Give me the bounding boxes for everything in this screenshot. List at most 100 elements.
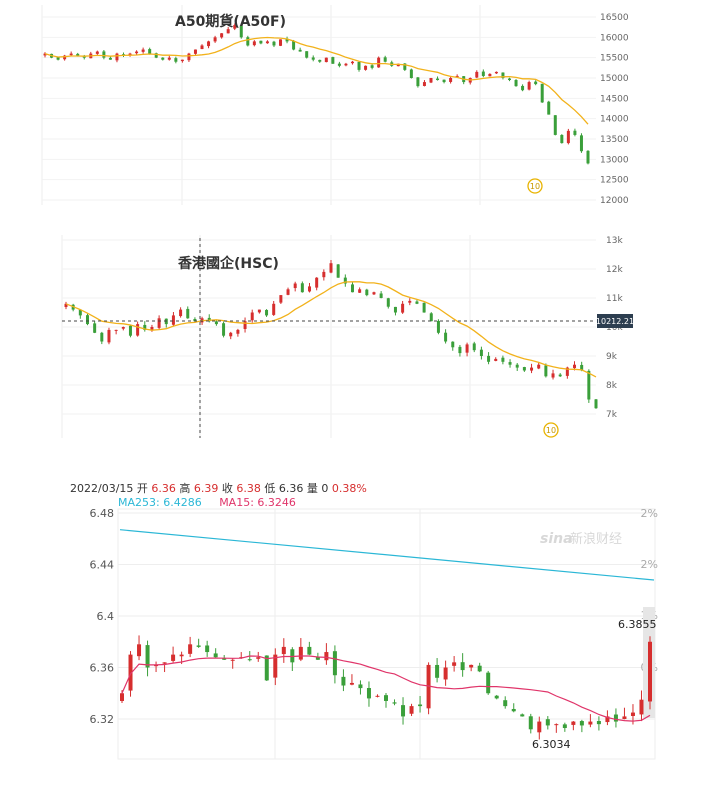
candle [298,47,302,52]
candle [137,635,142,661]
candle [207,40,211,49]
candle [435,658,440,683]
candle [161,57,165,61]
candle [279,39,283,47]
y-tick-label: 7k [606,410,618,420]
ma253-line [119,529,655,581]
y-tick-label: 12500 [600,176,629,186]
y-tick-label: 12k [606,265,623,275]
candle [477,662,482,673]
candle [250,309,254,323]
candle [229,331,233,340]
candle [358,680,363,695]
candle [393,306,397,316]
candle [537,362,541,370]
chart-a50: 16500 16000 15500 15000 14500 14000 13500 13000… [41,5,629,206]
low-label: 低 [264,482,276,495]
candle [324,57,328,63]
candle [545,716,550,730]
chart-title: A50期貨(A50F) [175,13,286,30]
candle [409,703,414,717]
y-axis: 16500 16000 15500 15000 14500 14000 13500 13000… [600,13,629,206]
candle [305,51,309,59]
candle [534,80,538,86]
candle [443,660,448,686]
ma15-line [121,655,651,722]
y-tick-label: 16000 [600,33,629,43]
candle [422,302,426,313]
candle [336,264,340,278]
candle [460,653,465,677]
y-tick-label: 15500 [600,54,629,64]
candle [588,714,593,728]
candle [507,77,511,82]
candle [226,27,230,34]
candle [408,298,412,306]
crosshair-value: 10212.21 [596,317,634,326]
candle [43,52,47,58]
crosshair-value-box [597,314,633,328]
low-value: 6.36 [278,482,304,495]
candle [171,312,175,327]
y-tick-label: 8k [606,381,618,391]
candle [259,40,263,45]
candle [401,300,405,314]
candle [528,713,533,734]
candle [537,716,542,740]
candle [141,47,145,54]
candle [377,56,381,68]
candle [171,646,176,663]
high-value: 6.39 [193,482,219,495]
watermark: sina 新浪财经 [540,531,622,547]
candle [520,713,525,717]
candle [487,352,491,365]
candle [366,681,371,707]
candle [180,59,184,63]
grid [61,235,596,438]
candle [436,76,440,81]
candle [102,49,106,60]
ma-period-badge-text: 10 [546,426,556,435]
candle [64,301,68,310]
ma-period-badge[interactable]: 10 [543,422,559,438]
grid [41,5,596,205]
y-tick-label: 6.48 [90,507,115,520]
candle [256,651,261,662]
candle [501,355,505,365]
candle [442,79,446,84]
candle [162,662,167,673]
date: 2022/03/15 [70,482,134,495]
candle [488,73,492,77]
candle [579,133,583,153]
candle [196,638,201,648]
candle [93,320,97,334]
candle [521,84,525,92]
ma-legend: MA253: 6.4286 MA15: 6.3246 [118,496,296,509]
candle [416,76,420,88]
candle [100,331,104,345]
y-tick-label: 6.32 [90,713,115,726]
y-tick-label: 14500 [600,94,629,104]
candle [222,655,227,660]
candle [279,295,283,305]
candle [375,694,380,698]
candle [409,68,413,79]
candle [364,65,368,71]
candle [273,648,278,686]
candle [307,641,312,656]
y-tick-label: 13k [606,236,623,246]
candle [205,640,210,657]
candle [157,315,161,330]
candle [213,648,218,658]
y-tick-label: 12000 [600,196,629,206]
candle [298,638,303,662]
ma-period-badge[interactable]: 10 [527,178,543,194]
candle [365,288,369,297]
open-value: 6.36 [151,482,176,495]
min-label: 6.3034 [532,738,571,751]
candle [503,696,508,709]
y-tick-label: 6.4 [97,610,115,623]
candle [566,128,570,145]
candle [514,79,518,87]
candle [188,636,193,658]
